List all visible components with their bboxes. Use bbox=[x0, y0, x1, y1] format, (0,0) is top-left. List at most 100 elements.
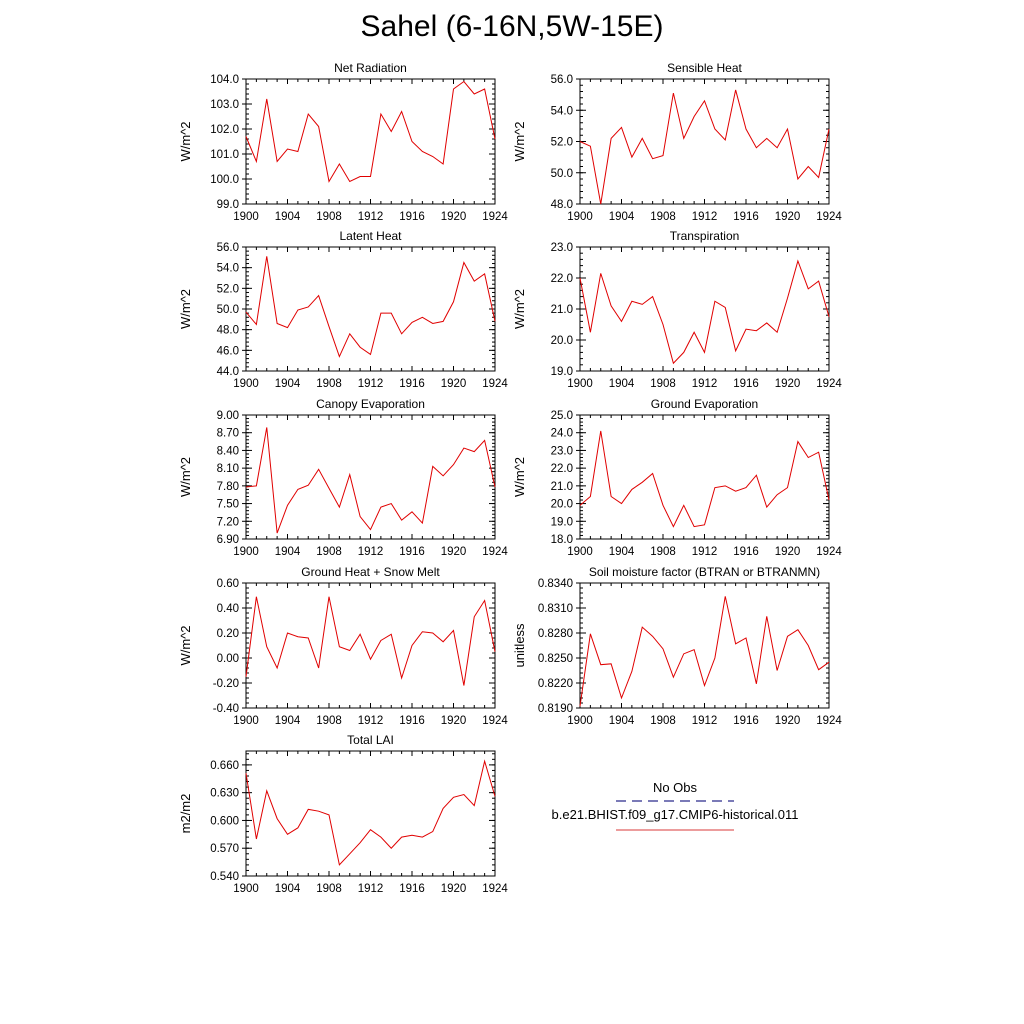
y-axis-label: W/m^2 bbox=[512, 457, 527, 497]
y-axis-label: W/m^2 bbox=[178, 121, 193, 161]
chart-title: Sensible Heat bbox=[667, 61, 742, 75]
x-tick-label: 1904 bbox=[275, 883, 301, 895]
x-tick-label: 1908 bbox=[316, 546, 342, 558]
x-tick-label: 1924 bbox=[816, 211, 842, 223]
legend: No Obs b.e21.BHIST.f09_g17.CMIP6-histori… bbox=[552, 780, 799, 831]
x-tick-label: 1912 bbox=[358, 715, 384, 727]
y-tick-label: 7.20 bbox=[217, 516, 239, 528]
y-tick-label: 56.0 bbox=[217, 242, 239, 254]
plot-frame bbox=[245, 750, 496, 877]
y-tick-label: 56.0 bbox=[551, 74, 573, 86]
chart-title: Ground Evaporation bbox=[651, 397, 758, 411]
x-tick-label: 1912 bbox=[358, 546, 384, 558]
y-tick-label: 52.0 bbox=[551, 137, 573, 149]
y-tick-label: 20.0 bbox=[551, 499, 573, 511]
series-line bbox=[245, 80, 496, 183]
x-tick-label: 1912 bbox=[692, 715, 718, 727]
x-tick-label: 1900 bbox=[233, 546, 259, 558]
x-tick-label: 1920 bbox=[441, 211, 467, 223]
y-tick-label: 22.0 bbox=[551, 463, 573, 475]
plot-frame bbox=[245, 414, 496, 540]
y-tick-label: 0.8340 bbox=[538, 578, 573, 590]
series-line bbox=[579, 259, 830, 365]
x-tick-label: 1904 bbox=[609, 546, 635, 558]
chart-panel: Canopy Evaporation W/m^2 1900 1904 1908 1912 1… bbox=[178, 397, 508, 558]
y-tick-label: 104.0 bbox=[210, 74, 239, 86]
x-tick-label: 1908 bbox=[316, 378, 342, 390]
series-line bbox=[245, 596, 496, 686]
x-tick-label: 1920 bbox=[775, 546, 801, 558]
y-tick-label: 50.0 bbox=[217, 304, 239, 316]
legend-label-model: b.e21.BHIST.f09_g17.CMIP6-historical.011 bbox=[552, 807, 799, 822]
chart-panel: Ground Heat + Snow Melt W/m^2 1900 1904 1908… bbox=[178, 565, 508, 727]
y-tick-label: 0.8280 bbox=[538, 628, 573, 640]
chart-title: Canopy Evaporation bbox=[316, 397, 425, 411]
y-tick-label: 0.40 bbox=[217, 603, 239, 615]
y-tick-label: 48.0 bbox=[551, 199, 573, 211]
x-tick-label: 1908 bbox=[650, 211, 676, 223]
x-tick-label: 1904 bbox=[609, 211, 635, 223]
y-tick-label: 7.50 bbox=[217, 499, 239, 511]
y-axis-label: unitless bbox=[512, 623, 527, 668]
plot-frame bbox=[245, 246, 496, 372]
y-tick-label: 44.0 bbox=[217, 366, 239, 378]
x-tick-label: 1908 bbox=[650, 546, 676, 558]
chart-panel: Soil moisture factor (BTRAN or BTRANMN) u… bbox=[512, 565, 842, 727]
y-tick-label: 0.630 bbox=[210, 788, 239, 800]
series-line bbox=[579, 596, 830, 707]
y-axis-label: W/m^2 bbox=[178, 289, 193, 329]
y-axis-label: W/m^2 bbox=[512, 121, 527, 161]
y-tick-label: 0.8220 bbox=[538, 678, 573, 690]
x-tick-label: 1924 bbox=[482, 715, 508, 727]
x-tick-label: 1900 bbox=[567, 378, 593, 390]
chart-panel: Total LAI m2/m2 1900 1904 1908 1912 1916 1920 19… bbox=[178, 733, 508, 895]
y-tick-label: 52.0 bbox=[217, 283, 239, 295]
y-tick-label: 6.90 bbox=[217, 534, 239, 546]
y-axis-label: W/m^2 bbox=[512, 289, 527, 329]
y-tick-label: 23.0 bbox=[551, 445, 573, 457]
x-tick-label: 1904 bbox=[275, 546, 301, 558]
x-tick-label: 1900 bbox=[233, 715, 259, 727]
x-tick-label: 1916 bbox=[399, 211, 425, 223]
legend-label-obs: No Obs bbox=[653, 780, 698, 795]
x-tick-label: 1904 bbox=[275, 378, 301, 390]
x-tick-label: 1904 bbox=[275, 715, 301, 727]
x-tick-label: 1924 bbox=[482, 378, 508, 390]
y-tick-label: 23.0 bbox=[551, 242, 573, 254]
y-tick-label: 100.0 bbox=[210, 174, 239, 186]
series-line bbox=[579, 89, 830, 205]
x-tick-label: 1908 bbox=[316, 715, 342, 727]
y-tick-label: 0.8310 bbox=[538, 603, 573, 615]
y-tick-label: 19.0 bbox=[551, 366, 573, 378]
x-tick-label: 1920 bbox=[441, 546, 467, 558]
x-tick-label: 1900 bbox=[233, 378, 259, 390]
y-tick-label: 0.660 bbox=[210, 760, 239, 772]
y-axis-label: W/m^2 bbox=[178, 625, 193, 665]
x-tick-label: 1900 bbox=[233, 211, 259, 223]
chart-panel: Transpiration W/m^2 1900 1904 1908 1912 1916 19… bbox=[512, 229, 842, 390]
x-tick-label: 1920 bbox=[775, 378, 801, 390]
x-tick-label: 1924 bbox=[482, 211, 508, 223]
y-axis-label: m2/m2 bbox=[178, 794, 193, 834]
plot-frame bbox=[579, 582, 830, 709]
y-tick-label: 0.600 bbox=[210, 815, 239, 827]
x-tick-label: 1908 bbox=[316, 883, 342, 895]
chart-title: Net Radiation bbox=[334, 61, 407, 75]
y-tick-label: 54.0 bbox=[217, 263, 239, 275]
x-tick-label: 1920 bbox=[441, 378, 467, 390]
x-tick-label: 1908 bbox=[650, 715, 676, 727]
chart-title: Latent Heat bbox=[339, 229, 402, 243]
plot-frame bbox=[579, 414, 830, 540]
y-tick-label: 21.0 bbox=[551, 304, 573, 316]
x-tick-label: 1900 bbox=[567, 546, 593, 558]
chart-title: Soil moisture factor (BTRAN or BTRANMN) bbox=[589, 565, 820, 579]
chart-panels: Net Radiation W/m^2 1900 1904 1908 1912 1916 19… bbox=[178, 61, 842, 895]
y-tick-label: 18.0 bbox=[551, 534, 573, 546]
chart-title: Ground Heat + Snow Melt bbox=[301, 565, 440, 579]
x-tick-label: 1916 bbox=[733, 715, 759, 727]
y-tick-label: -0.40 bbox=[213, 703, 239, 715]
y-tick-label: 102.0 bbox=[210, 124, 239, 136]
x-tick-label: 1916 bbox=[399, 378, 425, 390]
y-tick-label: 0.20 bbox=[217, 628, 239, 640]
